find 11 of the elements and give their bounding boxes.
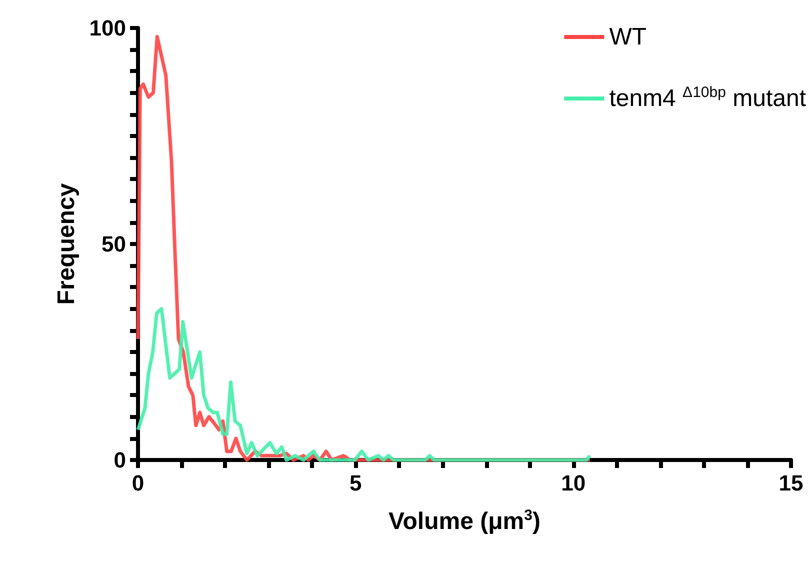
y-axis-title: Frequency (52, 182, 80, 305)
x-tick-label: 0 (132, 470, 144, 496)
y-tick-label: 100 (89, 16, 126, 40)
x-tick-label: 10 (561, 470, 586, 496)
y-tick-label: 0 (114, 448, 126, 472)
y-tick-label: 50 (102, 232, 126, 256)
legend-label: WT (609, 24, 647, 50)
legend-label: tenm4 Δ10bp mutant (609, 84, 806, 112)
line-series (136, 307, 592, 462)
x-tick-label: 5 (350, 470, 362, 496)
x-tick-label: 15 (778, 470, 804, 496)
